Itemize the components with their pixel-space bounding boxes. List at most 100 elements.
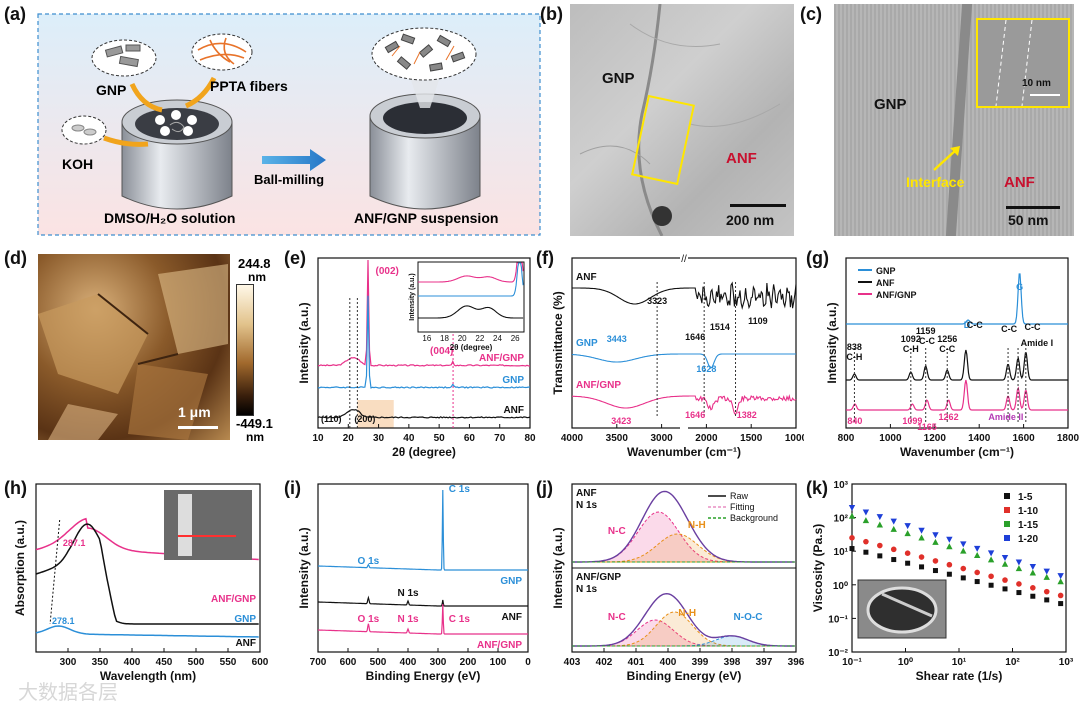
- y-axis-k-tick-label: 10³: [834, 480, 849, 491]
- data-point: [973, 552, 981, 559]
- panel-h: (h) 300 350 400 450 500 550 600 Wavelength (nm)…: [0, 474, 270, 704]
- panel-a-schematic: [37, 13, 541, 236]
- series-label-ANF/GNP: ANF/GNP: [479, 353, 524, 364]
- series-label-ANF/GNP: ANF/GNP: [211, 594, 256, 605]
- y-axis-k-tick-label: 10⁻¹: [828, 614, 848, 625]
- panel-c: (c) 10 nm GNP Interface ANF 50 nm: [800, 0, 1080, 240]
- inset-tick-label: 16: [422, 334, 431, 343]
- peak-label: C-C: [1001, 324, 1017, 334]
- inset-photo-k-dish: [866, 586, 938, 634]
- subpanel-subtitle: N 1s: [576, 584, 598, 595]
- inset-series-ANF: [418, 305, 524, 319]
- tem-image-c: 10 nm GNP Interface ANF 50 nm: [834, 4, 1074, 236]
- peak-label: 287.1: [63, 538, 86, 548]
- legend-label: Fitting: [730, 502, 755, 512]
- milling-jar-left: [121, 99, 233, 210]
- label-suspension: ANF/GNP suspension: [354, 210, 499, 226]
- scalebar-d: [178, 426, 218, 429]
- ball-milling-arrow: [262, 149, 326, 171]
- inset-tick-label: 22: [475, 334, 484, 343]
- x-axis-i-tick-label: 500: [370, 657, 387, 668]
- peak-label: 3323: [647, 296, 667, 306]
- x-axis-e-tick-label: 60: [464, 433, 476, 444]
- data-point: [891, 557, 897, 563]
- chart-j: 403 402 401 400 399 398 397 396 Binding Energy (…: [551, 483, 805, 683]
- x-axis-h-tick-label: 550: [220, 657, 237, 668]
- data-point: [1044, 597, 1050, 603]
- inset-tick-label: 26: [511, 334, 520, 343]
- panel-label-c: (c): [800, 4, 822, 24]
- data-point: [918, 554, 925, 560]
- peak-label: 1159: [916, 326, 936, 336]
- data-point: [863, 538, 869, 545]
- peak-label: 840: [847, 416, 862, 426]
- panel-label-h: (h): [4, 478, 27, 498]
- panel-e: (e) 10 20 30 40 50 60 70 80 2θ (degree) Intensity…: [270, 244, 540, 474]
- x-axis-e-tick-label: 50: [434, 433, 446, 444]
- series-line-ANF: [572, 281, 797, 310]
- inset-scale-c: 10 nm: [1022, 78, 1051, 89]
- peak-label: N-H: [688, 520, 706, 531]
- peak-label: Amide II: [988, 412, 1023, 422]
- series-label-GNP: GNP: [576, 338, 598, 349]
- peak-label: C 1s: [449, 484, 471, 495]
- inset-c: 10 nm: [976, 18, 1070, 108]
- label-solution: DMSO/H₂O solution: [104, 210, 236, 226]
- label-koh: KOH: [62, 156, 94, 172]
- peak-label: C-C: [919, 336, 935, 346]
- label-gnp-b: GNP: [602, 70, 635, 87]
- data-point: [946, 571, 952, 577]
- legend-label: 1-5: [1018, 492, 1033, 503]
- data-point: [876, 521, 884, 528]
- legend-label: Background: [730, 513, 778, 523]
- series-line-ANF: [317, 409, 531, 419]
- inset-series-ANF/GNP: [418, 262, 524, 283]
- x-axis-label-f: Wavenumber (cm⁻¹): [627, 445, 741, 459]
- x-axis-k-tick-label: 10³: [1059, 657, 1074, 668]
- watermark: 大数据各层: [18, 680, 118, 704]
- data-point: [890, 518, 897, 525]
- plot-frame-g: [845, 257, 1069, 429]
- data-point: [919, 564, 925, 570]
- annotation-002: (002): [376, 266, 399, 277]
- data-point: [904, 550, 911, 557]
- peak-label: C-C: [939, 344, 955, 354]
- inset-x-label: 2θ (degree): [450, 343, 493, 352]
- arrow-koh: [103, 135, 149, 147]
- panel-a: (a): [0, 0, 548, 240]
- panel-label-e: (e): [284, 248, 306, 268]
- series-line-ANF/GNP: [318, 603, 528, 635]
- afm-image: 1 μm: [38, 254, 230, 440]
- x-axis-g-tick-label: 1800: [1057, 433, 1080, 444]
- legend-marker: [1004, 493, 1010, 499]
- label-ppta: PPTA fibers: [210, 78, 288, 94]
- data-point: [974, 569, 980, 576]
- x-axis-h-tick-label: 600: [252, 657, 269, 668]
- peak-label: 838: [847, 342, 862, 352]
- plot-frame-h: [35, 483, 261, 653]
- data-point: [960, 547, 967, 554]
- data-point: [1058, 601, 1064, 607]
- subpanel-subtitle: N 1s: [576, 500, 598, 511]
- x-axis-label-e: 2θ (degree): [392, 445, 456, 459]
- data-point: [987, 556, 995, 563]
- inset-y-label: Intensity (a.u.): [409, 273, 416, 320]
- peak-label: 1382: [737, 410, 757, 420]
- x-axis-g-tick-label: 1600: [1012, 433, 1035, 444]
- inset-tick-label: 24: [493, 334, 502, 343]
- x-axis-k-tick-label: 10⁰: [898, 657, 913, 668]
- y-axis-label-j: Intensity (a.u.): [551, 527, 565, 608]
- data-point: [974, 579, 980, 585]
- peak-label: C-C: [967, 320, 983, 330]
- data-point: [1015, 565, 1023, 572]
- data-point: [960, 541, 967, 548]
- plot-frame-e: [317, 257, 531, 429]
- panel-f: (f) 4000 3500 3000 2000 1500 1000 Wavenumber (…: [536, 244, 808, 474]
- legend-label: Raw: [730, 491, 749, 501]
- x-axis-j-tick-label: 396: [788, 657, 804, 668]
- data-point: [960, 575, 966, 581]
- data-point: [1015, 559, 1023, 566]
- ppta-bubble: [191, 33, 253, 71]
- legend-marker: [1004, 535, 1010, 541]
- x-axis-f-tick-label: 2000: [695, 433, 718, 444]
